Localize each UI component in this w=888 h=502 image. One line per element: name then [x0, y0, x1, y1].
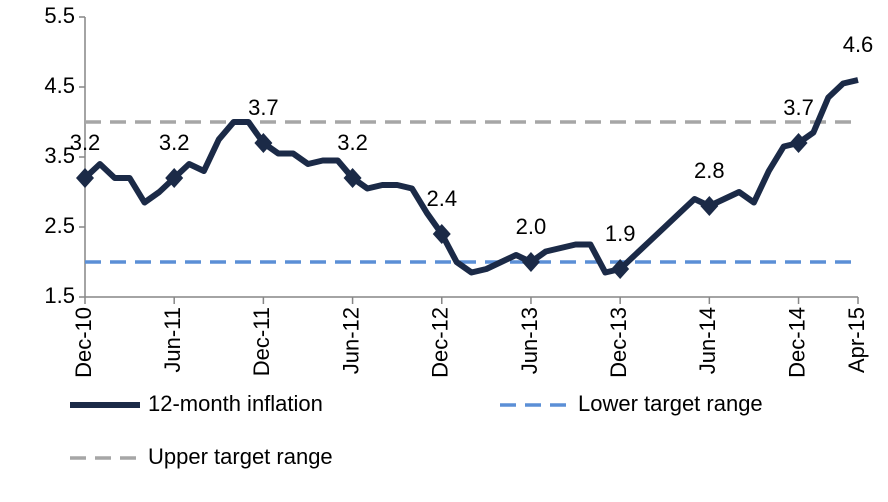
data-label: 1.9 — [605, 221, 636, 246]
data-label: 4.6 — [843, 32, 874, 57]
data-label: 3.7 — [248, 95, 279, 120]
x-tick-label: Dec-13 — [606, 307, 631, 378]
y-tick-label: 1.5 — [44, 283, 75, 308]
y-tick-label: 5.5 — [44, 3, 75, 28]
y-tick-label: 2.5 — [44, 213, 75, 238]
x-tick-label: Jun-13 — [517, 307, 542, 374]
series-line — [82, 77, 859, 276]
data-label: 2.0 — [516, 214, 547, 239]
data-marker — [165, 168, 184, 188]
y-tick-label: 4.5 — [44, 73, 75, 98]
y-tick-label: 3.5 — [44, 143, 75, 168]
legend-label: 12-month inflation — [148, 391, 323, 416]
data-marker — [343, 168, 362, 188]
legend-label: Upper target range — [148, 444, 333, 469]
data-label: 2.8 — [694, 158, 725, 183]
data-label: 2.4 — [426, 186, 457, 211]
data-marker — [789, 133, 808, 153]
x-tick-label: Dec-14 — [784, 307, 809, 378]
data-marker — [611, 259, 630, 279]
x-tick-label: Apr-15 — [844, 307, 869, 373]
x-tick-label: Dec-11 — [249, 307, 274, 376]
data-label: 3.2 — [70, 130, 101, 155]
data-marker — [700, 196, 719, 216]
data-marker — [521, 252, 540, 272]
data-label: 3.2 — [337, 130, 368, 155]
data-marker — [254, 133, 273, 153]
x-tick-label: Jun-12 — [338, 307, 363, 374]
x-tick-label: Jun-14 — [695, 307, 720, 374]
data-marker — [432, 224, 451, 244]
legend-label: Lower target range — [578, 391, 763, 416]
data-label: 3.7 — [783, 95, 814, 120]
x-tick-label: Jun-11 — [160, 307, 185, 373]
data-marker — [76, 168, 94, 188]
data-label: 3.2 — [159, 130, 190, 155]
x-tick-label: Dec-12 — [428, 307, 453, 378]
x-tick-label: Dec-10 — [71, 307, 96, 378]
